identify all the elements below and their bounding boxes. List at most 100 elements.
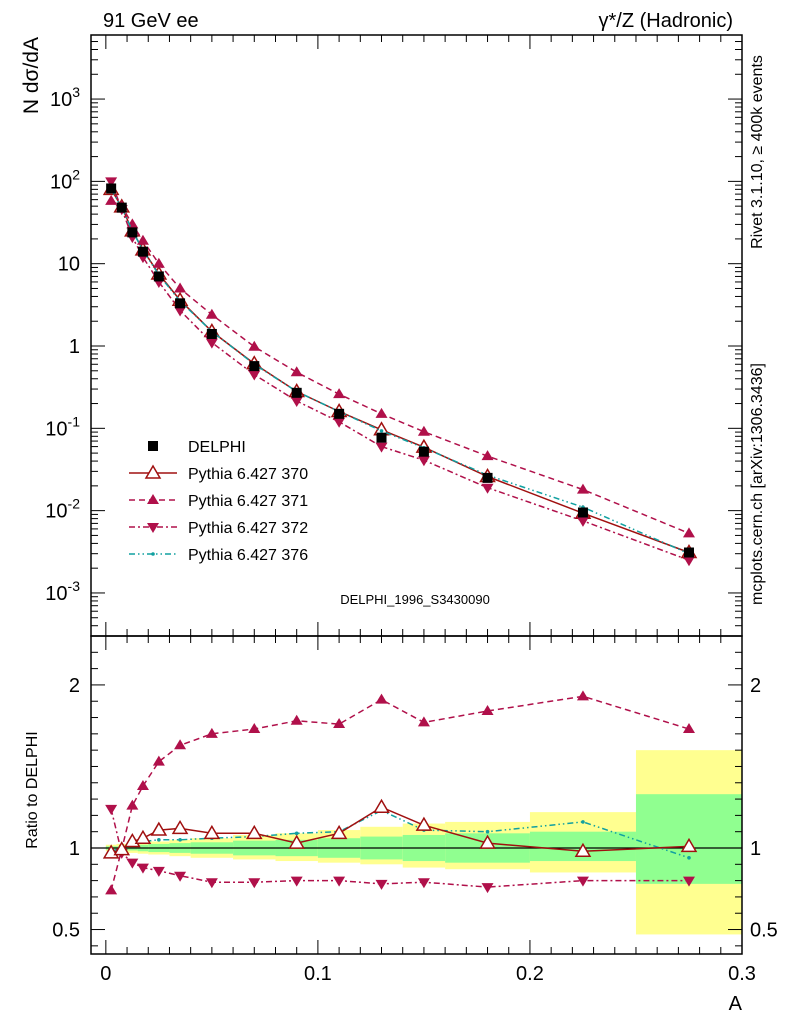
ratio-point-p372 [152,866,165,877]
point-data [106,183,117,194]
ratio-series-p370 [102,798,698,859]
main-ylabel: N dσ/dA [20,37,43,114]
ratio-point-p372 [136,863,149,874]
header-left: 91 GeV ee [103,10,199,32]
legend-marker [147,523,159,533]
header-right: γ*/Z (Hadronic) [599,10,733,32]
point-p372 [481,483,494,494]
ratio-point-p372 [105,804,118,815]
point-p371 [333,388,346,399]
x-axis-label: A [729,993,743,1015]
ratio-point-p372 [126,858,139,869]
point-p372 [333,417,346,428]
ratio-point-p376 [687,855,691,860]
ratio-point-p371 [248,722,261,733]
ratio-point-p371 [290,714,303,725]
ratio-point-p371 [333,718,346,729]
ratio-point-p372 [333,876,346,887]
point-data [418,446,429,457]
point-p371 [682,527,695,538]
ratio-point-p376 [157,838,161,842]
point-data [683,547,694,558]
ratio-point-p371 [105,884,118,895]
ratio-y-tick-label: 0.5 [52,920,80,942]
ratio-point-p372 [205,878,218,889]
mcplots-label: mcplots.cern.ch [arXiv:1306.3436] [749,363,766,605]
point-p371 [290,366,303,377]
ratio-y-tick-label: 2 [69,675,80,697]
point-p372 [417,456,430,467]
ratio-point-p370 [203,824,221,840]
ratio-y-tick-label-right: 0.5 [750,920,778,942]
point-p372 [375,442,388,453]
legend-label: Pythia 6.427 370 [188,466,308,483]
ratio-point-p372 [375,879,388,890]
legend-label: Pythia 6.427 371 [188,493,308,510]
legend-entry: Pythia 6.427 372 [129,520,308,537]
point-p371 [375,407,388,418]
ratio-point-p370 [479,834,496,849]
ratio-point-p371 [417,716,430,727]
point-p371 [248,340,261,351]
legend-marker [148,441,158,451]
ratio-point-p370 [415,816,433,831]
legend-label: Pythia 6.427 372 [188,520,308,537]
point-p372 [105,177,118,188]
point-data [153,271,164,282]
y-tick-exponent: -2 [68,496,81,512]
point-p372 [205,338,218,349]
ratio-point-p371 [126,799,139,810]
legend-entry: Pythia 6.427 370 [129,464,308,483]
legend-marker [144,464,162,479]
ratio-point-p370 [373,798,390,813]
series-data [106,183,694,558]
point-data [206,328,217,339]
x-tick-label: 0.3 [728,963,756,985]
point-p371 [105,194,118,205]
ratio-point-p372 [682,876,695,887]
point-data [291,387,302,398]
point-p371 [417,425,430,436]
ratio-series [102,690,698,895]
point-p372 [174,306,187,317]
ratio-series-p372 [105,804,695,894]
line-p371 [110,200,690,534]
main-series [102,177,698,567]
ratio-frame [90,635,743,955]
point-p372 [290,396,303,407]
y-tick-exponent: 2 [72,166,80,182]
watermark: DELPHI_1996_S3430090 [340,592,490,607]
ratio-point-p370 [574,842,592,858]
legend-entry: DELPHI [148,439,246,456]
point-p371 [174,282,187,293]
ratio-ylabel: Ratio to DELPHI [24,731,41,848]
ratio-point-p370 [245,824,263,840]
ratio-point-p370 [134,829,152,844]
ratio-point-p370 [330,824,348,840]
ratio-point-p372 [481,883,494,894]
point-data [137,246,148,257]
ratio-point-p371 [205,727,218,738]
point-p371 [152,257,165,268]
x-tick-label: 0 [100,963,111,985]
point-p371 [481,450,494,461]
ratio-point-p371 [682,722,695,733]
ratio-point-p372 [248,878,261,889]
point-data [577,507,588,518]
ratio-point-p371 [481,705,494,716]
ratio-point-p376 [178,838,182,842]
point-data [334,408,345,419]
ratio-point-p372 [576,876,589,887]
ratio-point-p370 [288,834,305,849]
y-tick-exponent: -1 [68,413,81,429]
ratio-point-p376 [294,831,299,836]
point-p371 [205,308,218,319]
ratio-point-p371 [152,755,165,766]
point-p376 [379,429,384,433]
legend-label: DELPHI [188,439,246,456]
ratio-point-p371 [174,739,187,750]
legend-label: Pythia 6.427 376 [188,547,308,564]
point-data [376,432,387,443]
ratio-y-tick-label: 1 [69,838,80,860]
ratio-point-p372 [174,871,187,882]
